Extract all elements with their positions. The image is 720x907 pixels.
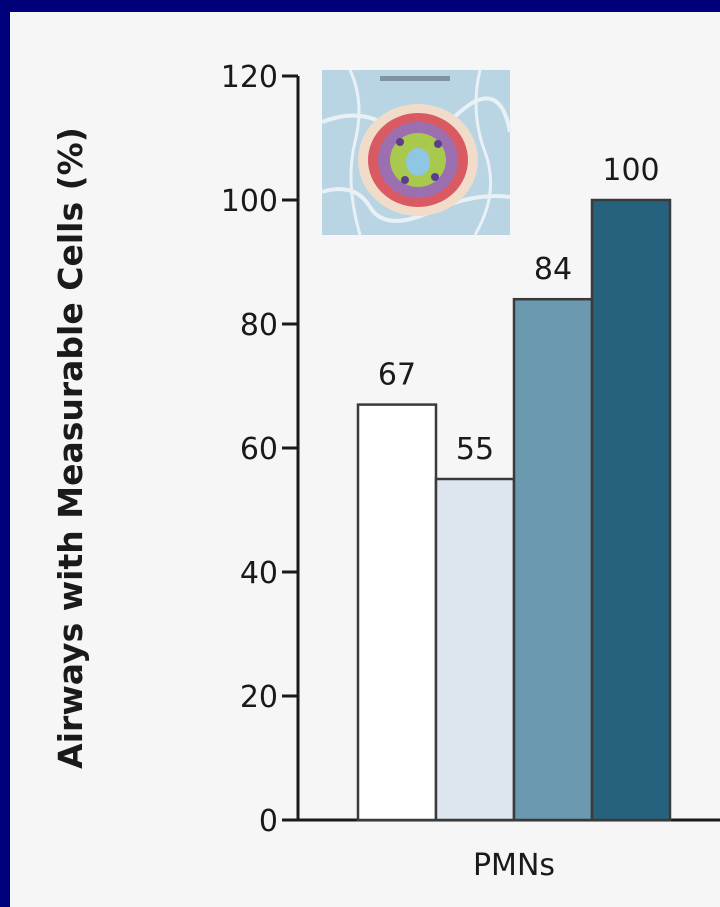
bar [356,403,438,822]
category-label: PMNs [473,848,555,883]
chart-panel: 0 20 40 60 80 100 120 Airways with Measurable … [10,12,720,907]
bar [434,477,516,822]
bars [356,198,672,822]
bar-value-label: 100 [602,153,659,188]
bar [512,297,594,822]
bar-value-label: 84 [534,252,572,287]
y-axis-title: Airways with Measurable Cells (%) [51,127,90,769]
bar-value-label: 67 [378,358,416,393]
bar-chart: 0 20 40 60 80 100 120 Airways with Measurable … [51,60,720,883]
y-tick-label: 40 [240,556,278,591]
y-tick-label: 100 [221,184,278,219]
bar [590,198,672,822]
y-tick-label: 80 [240,308,278,343]
labels: Airways with Measurable Cells (%) 67 55 84 1… [51,127,660,883]
bar-value-label: 55 [456,432,494,467]
y-tick-label: 20 [240,680,278,715]
y-tick-label: 0 [259,804,278,839]
y-tick-label: 60 [240,432,278,467]
airway-histology-thumbnail [321,69,512,236]
y-tick-label: 120 [221,60,278,95]
